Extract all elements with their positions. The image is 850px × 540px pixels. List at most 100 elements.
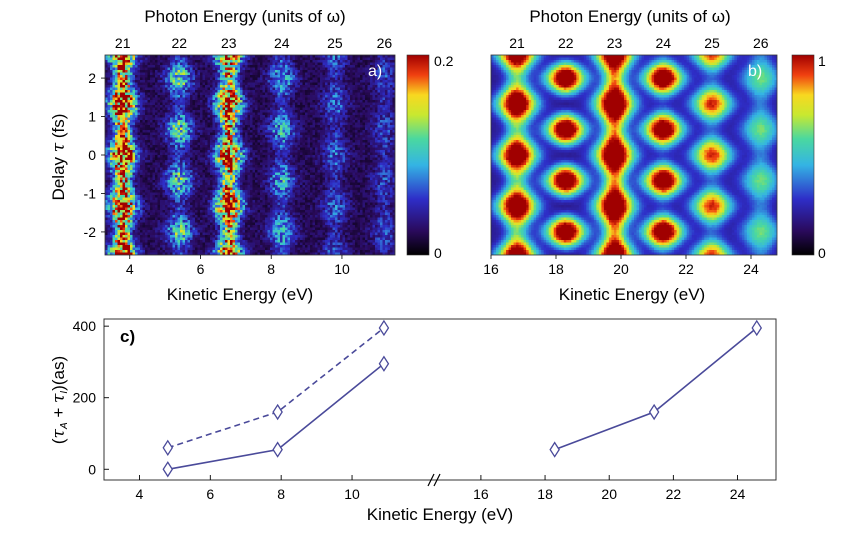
heatmap-cell	[252, 62, 256, 66]
heatmap-cell	[277, 117, 281, 121]
heatmap-cell	[370, 117, 374, 121]
heatmap-cell	[162, 120, 166, 124]
heatmap-cell	[312, 57, 316, 61]
heatmap-cell	[122, 120, 126, 124]
heatmap-cell	[235, 62, 239, 66]
heatmap-cell	[385, 117, 389, 121]
heatmap-cell	[315, 132, 319, 136]
heatmap-cell	[217, 110, 221, 114]
heatmap-cell	[150, 160, 154, 164]
heatmap-cell	[207, 70, 211, 74]
heatmap-cell	[120, 72, 124, 76]
heatmap-cell	[182, 97, 186, 101]
heatmap-cell	[387, 85, 391, 89]
heatmap-cell	[362, 57, 366, 61]
heatmap-cell	[195, 77, 199, 81]
heatmap-cell	[127, 115, 131, 119]
heatmap-cell	[207, 85, 211, 89]
heatmap-cell	[117, 125, 121, 129]
heatmap-cell	[190, 115, 194, 119]
heatmap-cell	[207, 155, 211, 159]
heatmap-cell	[195, 132, 199, 136]
heatmap-cell	[267, 92, 271, 96]
heatmap-cell	[355, 152, 359, 156]
heatmap-cell	[377, 125, 381, 129]
heatmap-cell	[130, 92, 134, 96]
heatmap-cell	[190, 110, 194, 114]
heatmap-cell	[317, 65, 321, 69]
heatmap-cell	[275, 117, 279, 121]
heatmap-cell	[342, 145, 346, 149]
heatmap-cell	[160, 102, 164, 106]
heatmap-cell	[325, 70, 329, 74]
heatmap-cell	[202, 85, 206, 89]
heatmap-cell	[222, 110, 226, 114]
heatmap-cell	[320, 130, 324, 134]
heatmap-cell	[360, 80, 364, 84]
heatmap-cell	[145, 160, 149, 164]
heatmap-cell	[392, 155, 395, 159]
heatmap-cell	[360, 107, 364, 111]
heatmap-cell	[290, 55, 294, 59]
heatmap-cell	[377, 142, 381, 146]
heatmap-cell	[285, 57, 289, 61]
heatmap-cell	[337, 115, 341, 119]
heatmap-cell	[300, 85, 304, 89]
heatmap-cell	[110, 90, 114, 94]
heatmap-cell	[135, 72, 139, 76]
heatmap-cell	[227, 95, 231, 99]
heatmap-cell	[337, 127, 341, 131]
heatmap-cell	[230, 90, 234, 94]
heatmap-cell	[225, 155, 229, 159]
heatmap-cell	[207, 65, 211, 69]
heatmap-cell	[157, 155, 161, 159]
heatmap-cell	[292, 72, 296, 76]
heatmap-cell	[365, 70, 369, 74]
heatmap-cell	[312, 127, 316, 131]
heatmap-cell	[155, 97, 159, 101]
heatmap-cell	[260, 95, 264, 99]
heatmap-cell	[280, 87, 284, 91]
heatmap-cell	[322, 132, 326, 136]
heatmap-cell	[262, 75, 266, 79]
heatmap-cell	[297, 145, 301, 149]
heatmap-cell	[125, 60, 129, 64]
heatmap-cell	[295, 62, 299, 66]
heatmap-cell	[190, 145, 194, 149]
heatmap-cell	[292, 55, 296, 59]
heatmap-cell	[377, 157, 381, 161]
heatmap-cell	[367, 60, 371, 64]
heatmap-cell	[317, 85, 321, 89]
heatmap-cell	[275, 90, 279, 94]
heatmap-cell	[255, 110, 259, 114]
heatmap-cell	[365, 60, 369, 64]
heatmap-cell	[195, 142, 199, 146]
heatmap-cell	[207, 137, 211, 141]
heatmap-cell	[175, 137, 179, 141]
heatmap-cell	[155, 87, 159, 91]
heatmap-cell	[160, 92, 164, 96]
heatmap-cell	[145, 105, 149, 109]
heatmap-cell	[215, 130, 219, 134]
heatmap-cell	[287, 95, 291, 99]
heatmap-cell	[270, 72, 274, 76]
heatmap-cell	[110, 82, 114, 86]
heatmap-cell	[267, 95, 271, 99]
heatmap-cell	[305, 125, 309, 129]
heatmap-cell	[365, 85, 369, 89]
heatmap-cell	[152, 85, 156, 89]
heatmap-cell	[325, 142, 329, 146]
heatmap-cell	[202, 100, 206, 104]
heatmap-cell	[322, 107, 326, 111]
heatmap-cell	[257, 62, 261, 66]
heatmap-cell	[235, 102, 239, 106]
heatmap-cell	[240, 70, 244, 74]
heatmap-cell	[227, 137, 231, 141]
heatmap-cell	[165, 115, 169, 119]
heatmap-cell	[262, 77, 266, 81]
heatmap-cell	[210, 145, 214, 149]
heatmap-cell	[200, 137, 204, 141]
heatmap-cell	[355, 65, 359, 69]
heatmap-cell	[222, 117, 226, 121]
heatmap-cell	[140, 82, 144, 86]
